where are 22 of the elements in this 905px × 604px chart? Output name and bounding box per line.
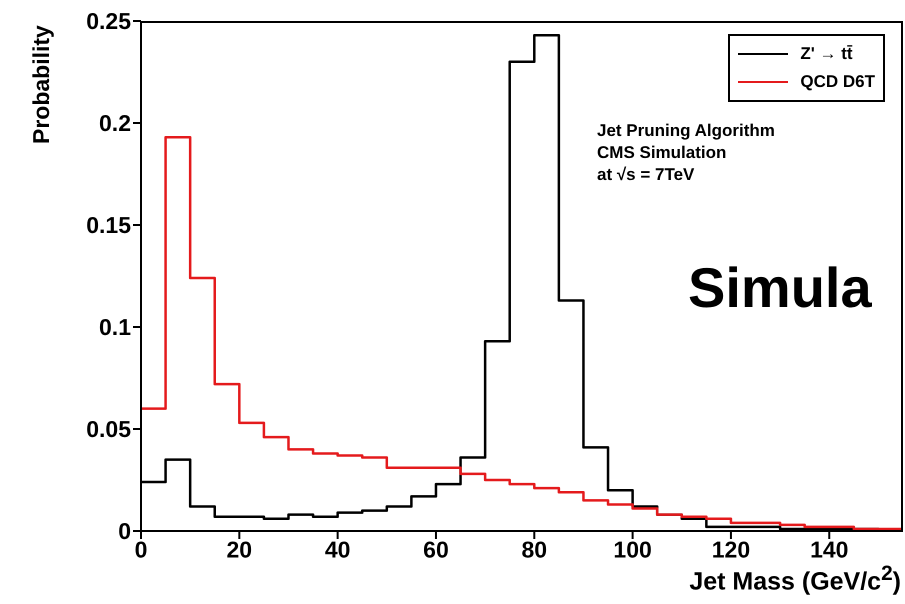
- y-tick-label: 0.2: [99, 110, 131, 136]
- x-axis-title: Jet Mass (GeV/c$^{2}$): [689, 562, 901, 596]
- x-tick-label: 0: [134, 536, 148, 562]
- annotation: at √s = 7TeV: [597, 164, 696, 186]
- annotation: Simula: [688, 255, 872, 320]
- y-tick-label: 0: [118, 518, 131, 544]
- annotation: Jet Pruning Algorithm: [597, 120, 775, 142]
- x-tick-label: 140: [810, 536, 848, 562]
- y-tick-label: 0.25: [86, 8, 132, 34]
- y-tick-label: 0.1: [99, 314, 132, 340]
- y-tick-label: 0.15: [86, 212, 132, 238]
- x-tick-label: 60: [423, 536, 449, 562]
- legend-label: Z' → tt̄: [800, 44, 853, 64]
- x-tick-label: 100: [613, 536, 652, 562]
- annotation: CMS Simulation: [597, 142, 728, 164]
- x-tick-label: 20: [226, 536, 252, 562]
- y-axis-title: Probability: [28, 25, 55, 144]
- x-tick-label: 80: [521, 536, 548, 562]
- y-tick-label: 0.05: [86, 416, 132, 442]
- legend-label: QCD D6T: [800, 72, 875, 92]
- x-tick-label: 120: [712, 536, 750, 562]
- x-tick-label: 40: [324, 536, 350, 562]
